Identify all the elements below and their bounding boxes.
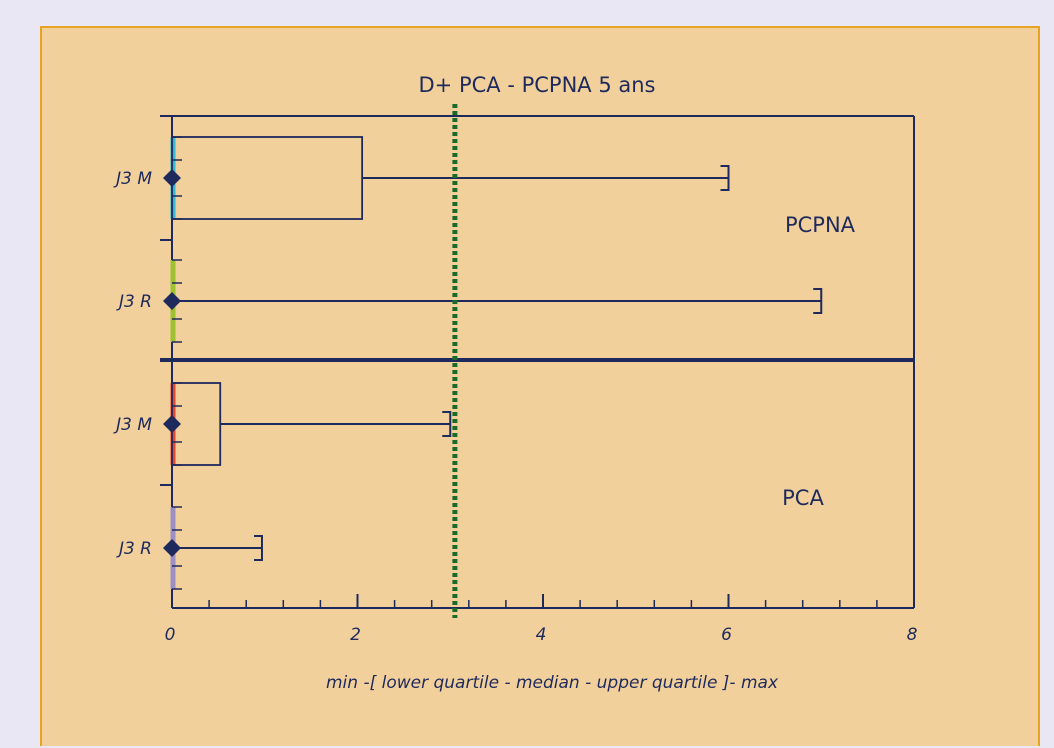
median-marker	[163, 292, 181, 310]
box-row: J3 R	[116, 259, 823, 343]
median-marker	[163, 169, 181, 187]
marks-layer: J3 M J3 R J3 M J3 R	[113, 104, 823, 618]
chart-panel: 0 2 4 6 8 J3 M J3 R J3 M J3 R D+ PCA - PCPNA 5 …	[40, 26, 1040, 746]
row-label: J3 R	[116, 292, 152, 312]
median-marker	[163, 539, 181, 557]
median-marker	[163, 415, 181, 433]
x-tick-label: 0	[165, 625, 176, 645]
box-row: J3 M	[113, 382, 452, 466]
whisker-cap	[442, 411, 452, 437]
box-row: J3 M	[113, 136, 730, 220]
group-label-pca: PCA	[782, 486, 824, 510]
box-row: J3 R	[116, 506, 263, 590]
chart-title: D+ PCA - PCPNA 5 ans	[419, 73, 656, 97]
row-label: J3 R	[116, 539, 152, 559]
whisker-cap	[720, 165, 730, 191]
boxplot-chart: 0 2 4 6 8 J3 M J3 R J3 M J3 R D+ PCA - PCPNA 5 …	[113, 73, 918, 693]
axes-layer: 0 2 4 6 8	[160, 115, 918, 645]
x-tick-label: 4	[536, 625, 547, 645]
group-label-pcpna: PCPNA	[785, 213, 856, 237]
x-tick-label: 2	[350, 625, 361, 645]
row-label: J3 M	[113, 169, 152, 189]
x-tick-label: 6	[721, 625, 732, 645]
whisker-cap	[813, 288, 823, 314]
quartile-box	[171, 136, 364, 220]
row-label: J3 M	[113, 415, 152, 435]
x-tick-label: 8	[907, 625, 918, 645]
x-axis-label: min -[ lower quartile - median - upper q…	[326, 673, 779, 693]
whisker-cap	[253, 535, 263, 561]
